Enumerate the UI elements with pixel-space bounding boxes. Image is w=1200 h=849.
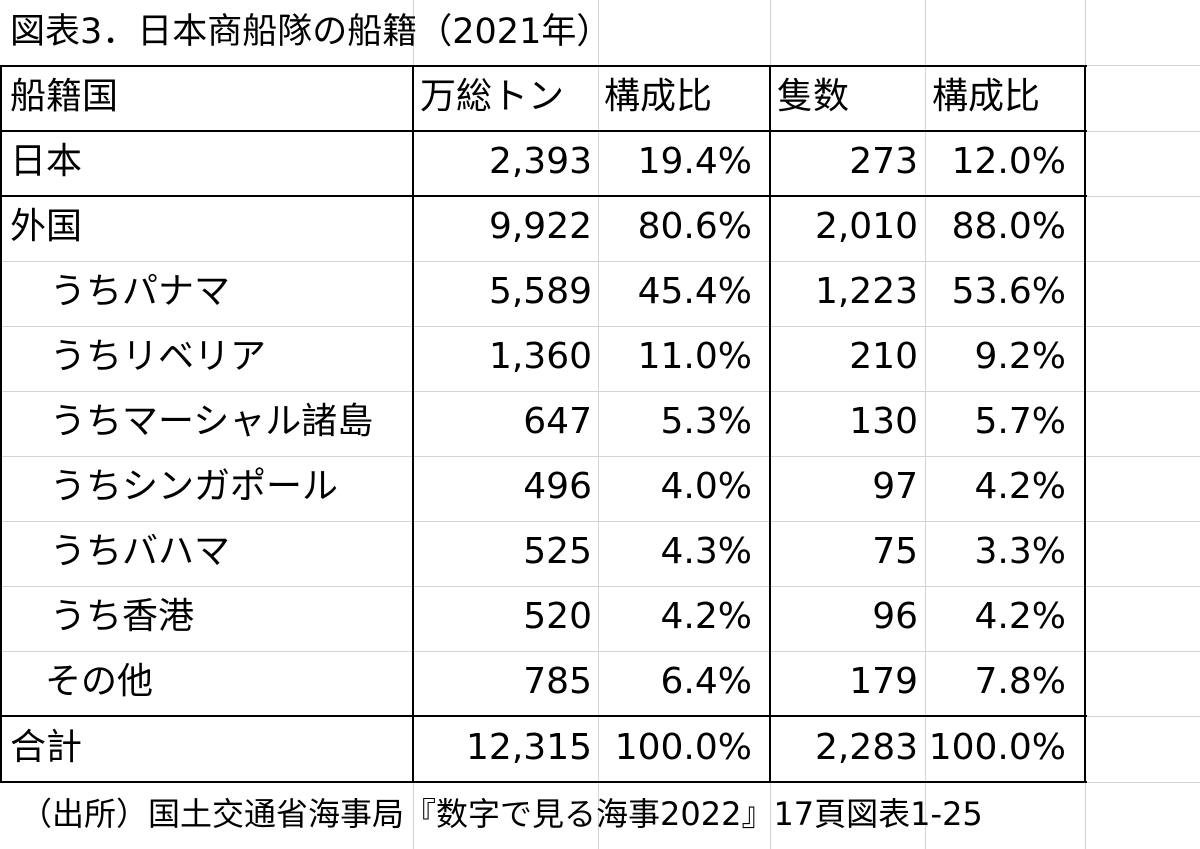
total-tonnage: 12,315 [466,727,592,768]
header-ships-share: 構成比 [932,76,1041,117]
row-tonnage: 525 [523,531,592,572]
row-tonnage-share: 6.4% [660,661,752,702]
row-country: うちリベリア [50,336,267,377]
table-border [769,65,771,783]
row-ships: 1,223 [814,271,918,312]
row-ships-share: 7.8% [974,661,1066,702]
row-ships: 273 [849,141,918,182]
row-tonnage-share: 19.4% [637,141,752,182]
row-tonnage: 9,922 [488,206,592,247]
row-ships: 97 [872,466,918,507]
total-ships: 2,283 [814,727,918,768]
row-tonnage: 647 [523,401,592,442]
row-ships: 130 [849,401,918,442]
table-border [0,65,2,783]
row-ships: 75 [872,531,918,572]
header-country: 船籍国 [10,76,119,117]
grid-line [0,521,1200,522]
row-ships-share: 88.0% [951,206,1066,247]
grid-line [0,586,1200,587]
table-border [0,65,1087,67]
row-ships-share: 12.0% [951,141,1066,182]
total-tonnage-share: 100.0% [614,727,752,768]
row-tonnage: 2,393 [488,141,592,182]
row-ships-share: 4.2% [974,466,1066,507]
row-country: うちマーシャル諸島 [50,401,374,442]
row-ships-share: 53.6% [951,271,1066,312]
row-country: うち香港 [50,596,195,637]
table-border [1084,65,1086,783]
row-tonnage: 496 [523,466,592,507]
row-tonnage: 785 [523,661,592,702]
grid-line [0,391,1200,392]
row-tonnage-share: 45.4% [637,271,752,312]
row-ships-share: 9.2% [974,336,1066,377]
row-tonnage-share: 5.3% [660,401,752,442]
row-country: うちバハマ [50,531,231,572]
header-tonnage: 万総トン [420,76,565,117]
grid-line [598,0,599,849]
table-border [0,195,1087,197]
row-tonnage-share: 80.6% [637,206,752,247]
row-country: 外国 [10,206,83,247]
table-title: 図表3．日本商船隊の船籍（2021年） [10,12,612,52]
grid-line [0,456,1200,457]
row-tonnage-share: 4.2% [660,596,752,637]
row-ships: 210 [849,336,918,377]
row-ships-share: 3.3% [974,531,1066,572]
row-tonnage-share: 11.0% [637,336,752,377]
row-ships: 2,010 [814,206,918,247]
row-country: うちパナマ [50,271,231,312]
row-tonnage: 520 [523,596,592,637]
grid-line [0,651,1200,652]
row-ships-share: 4.2% [974,596,1066,637]
row-tonnage: 1,360 [488,336,592,377]
row-country: 日本 [10,141,83,182]
row-ships-share: 5.7% [974,401,1066,442]
total-country: 合計 [10,727,83,768]
row-country: その他 [45,661,154,702]
row-country: うちシンガポール [50,466,339,507]
header-tonnage-share: 構成比 [604,76,713,117]
table-border [0,781,1087,783]
table-border [412,65,414,783]
header-ships: 隻数 [777,76,850,117]
grid-line [925,0,926,849]
total-ships-share: 100.0% [928,727,1066,768]
source-note: （出所）国土交通省海事局『数字で見る海事2022』17頁図表1-25 [20,795,983,833]
row-ships: 179 [849,661,918,702]
grid-line [0,261,1200,262]
row-tonnage-share: 4.3% [660,531,752,572]
table-border [0,715,1087,717]
table-border [0,130,1087,132]
row-tonnage-share: 4.0% [660,466,752,507]
row-tonnage: 5,589 [488,271,592,312]
row-ships: 96 [872,596,918,637]
grid-line [0,326,1200,327]
